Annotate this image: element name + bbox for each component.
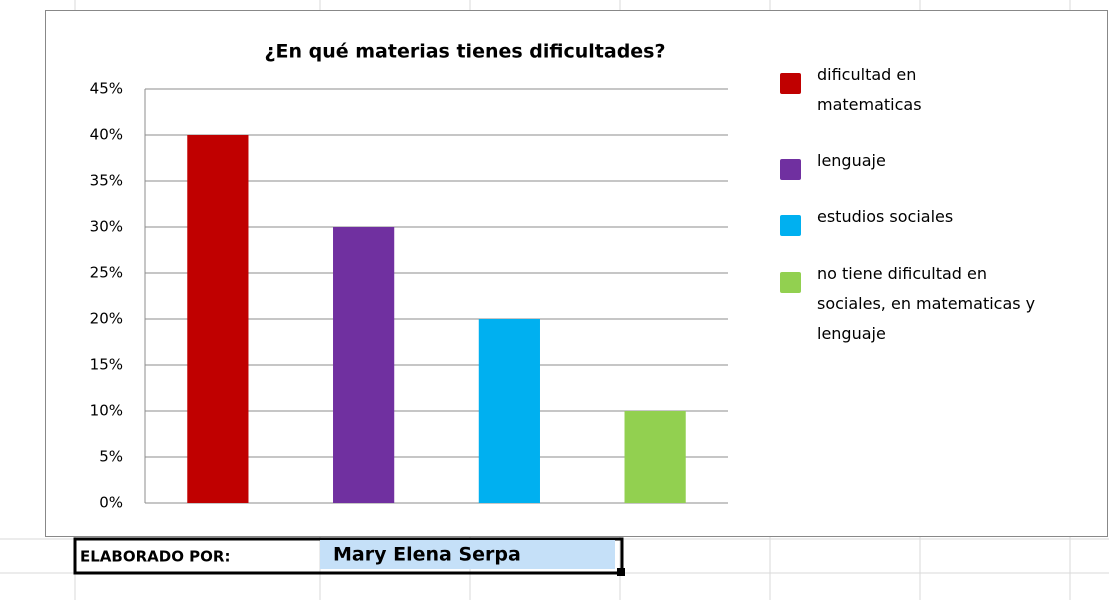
legend-label: dificultad en matematicas	[817, 65, 922, 114]
y-tick-label: 25%	[90, 264, 123, 282]
fill-handle	[617, 568, 625, 576]
chart-title: ¿En qué materias tienes dificultades?	[264, 41, 665, 63]
legend-label: estudios sociales	[817, 207, 954, 226]
y-tick-label: 5%	[99, 448, 123, 466]
bar	[333, 227, 395, 503]
bar	[478, 319, 540, 503]
y-tick-label: 10%	[90, 402, 123, 420]
name-cell	[320, 540, 615, 569]
legend-label: no tiene dificultad en sociales, en mate…	[817, 264, 1036, 343]
y-tick-label: 15%	[90, 356, 123, 374]
bar	[624, 411, 686, 503]
footer-name: Mary Elena Serpa	[333, 544, 521, 566]
legend-swatch	[780, 272, 801, 293]
legend-label: lenguaje	[817, 151, 886, 170]
y-tick-label: 35%	[90, 172, 123, 190]
footer-box	[73, 537, 624, 575]
y-tick-label: 40%	[90, 126, 123, 144]
footer-label: ELABORADO POR:	[80, 548, 230, 566]
legend-swatch	[780, 215, 801, 236]
y-tick-label: 20%	[90, 310, 123, 328]
legend-swatch	[780, 73, 801, 94]
y-tick-label: 45%	[90, 80, 123, 98]
y-tick-label: 30%	[90, 218, 123, 236]
legend-swatch	[780, 159, 801, 180]
bar	[187, 135, 249, 503]
y-tick-label: 0%	[99, 494, 123, 512]
